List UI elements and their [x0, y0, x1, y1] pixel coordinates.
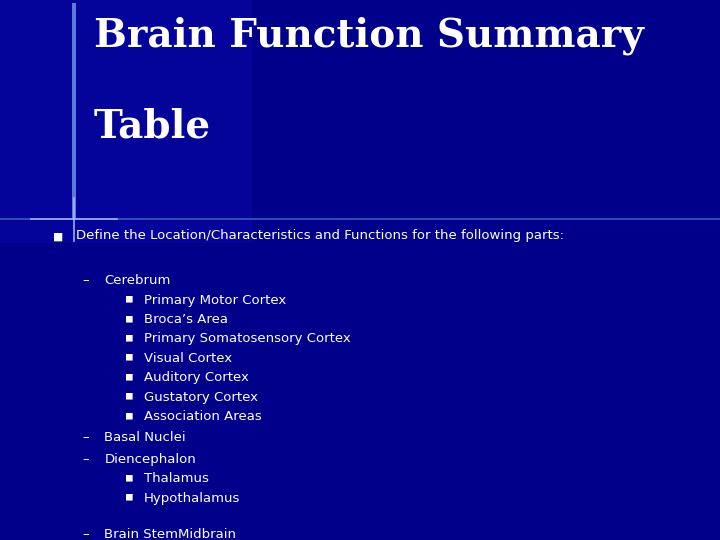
- Text: Primary Motor Cortex: Primary Motor Cortex: [144, 294, 287, 307]
- Text: ■: ■: [126, 372, 132, 381]
- Text: Basal Nuclei: Basal Nuclei: [104, 431, 186, 444]
- Text: –: –: [83, 453, 89, 465]
- Text: ■: ■: [126, 410, 132, 420]
- Text: ■: ■: [54, 230, 63, 244]
- Text: Primary Somatosensory Cortex: Primary Somatosensory Cortex: [144, 333, 351, 346]
- Text: Brain Function Summary: Brain Function Summary: [94, 16, 644, 55]
- Text: –: –: [83, 431, 89, 444]
- Text: ■: ■: [126, 491, 132, 502]
- Text: Association Areas: Association Areas: [144, 410, 262, 423]
- Text: Diencephalon: Diencephalon: [104, 453, 196, 465]
- Text: Visual Cortex: Visual Cortex: [144, 352, 232, 365]
- Text: ■: ■: [126, 294, 132, 303]
- Text: ■: ■: [126, 313, 132, 323]
- Text: ■: ■: [126, 472, 132, 482]
- Text: ■: ■: [126, 352, 132, 362]
- Text: –: –: [83, 274, 89, 287]
- Text: ■: ■: [126, 391, 132, 401]
- Bar: [72, 3, 76, 219]
- Bar: [0, 218, 720, 220]
- Text: Hypothalamus: Hypothalamus: [144, 491, 240, 504]
- Text: Cerebrum: Cerebrum: [104, 274, 171, 287]
- Text: Table: Table: [94, 108, 211, 146]
- Bar: [0, 0, 252, 243]
- Text: Broca’s Area: Broca’s Area: [144, 313, 228, 326]
- Text: Gustatory Cortex: Gustatory Cortex: [144, 391, 258, 404]
- Text: ■: ■: [126, 333, 132, 342]
- Text: Define the Location/Characteristics and Functions for the following parts:: Define the Location/Characteristics and …: [76, 230, 564, 242]
- Text: Auditory Cortex: Auditory Cortex: [144, 372, 249, 384]
- Text: Thalamus: Thalamus: [144, 472, 209, 485]
- Text: –: –: [83, 528, 89, 540]
- Text: Brain StemMidbrain: Brain StemMidbrain: [104, 528, 236, 540]
